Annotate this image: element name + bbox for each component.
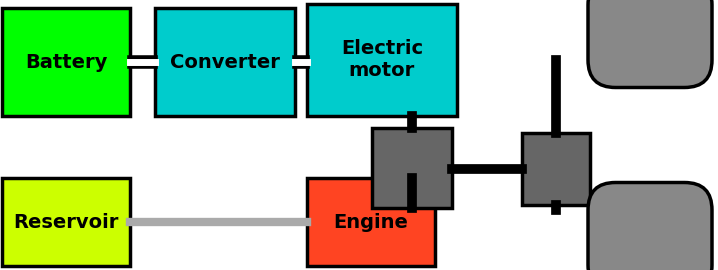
Text: Electric
motor: Electric motor [341, 39, 423, 80]
Text: Reservoir: Reservoir [14, 212, 118, 231]
Bar [307, 178, 435, 266]
Text: Engine: Engine [334, 212, 409, 231]
FancyBboxPatch shape [588, 0, 712, 87]
FancyBboxPatch shape [588, 183, 712, 270]
Bar [2, 8, 130, 116]
Bar [2, 178, 130, 266]
Bar [307, 4, 457, 116]
Bar [155, 8, 295, 116]
Bar [372, 128, 452, 208]
Text: Converter: Converter [170, 52, 280, 72]
Text: Battery: Battery [25, 52, 107, 72]
Bar [522, 133, 590, 205]
